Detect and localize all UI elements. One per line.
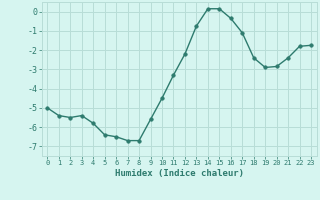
X-axis label: Humidex (Indice chaleur): Humidex (Indice chaleur) — [115, 169, 244, 178]
